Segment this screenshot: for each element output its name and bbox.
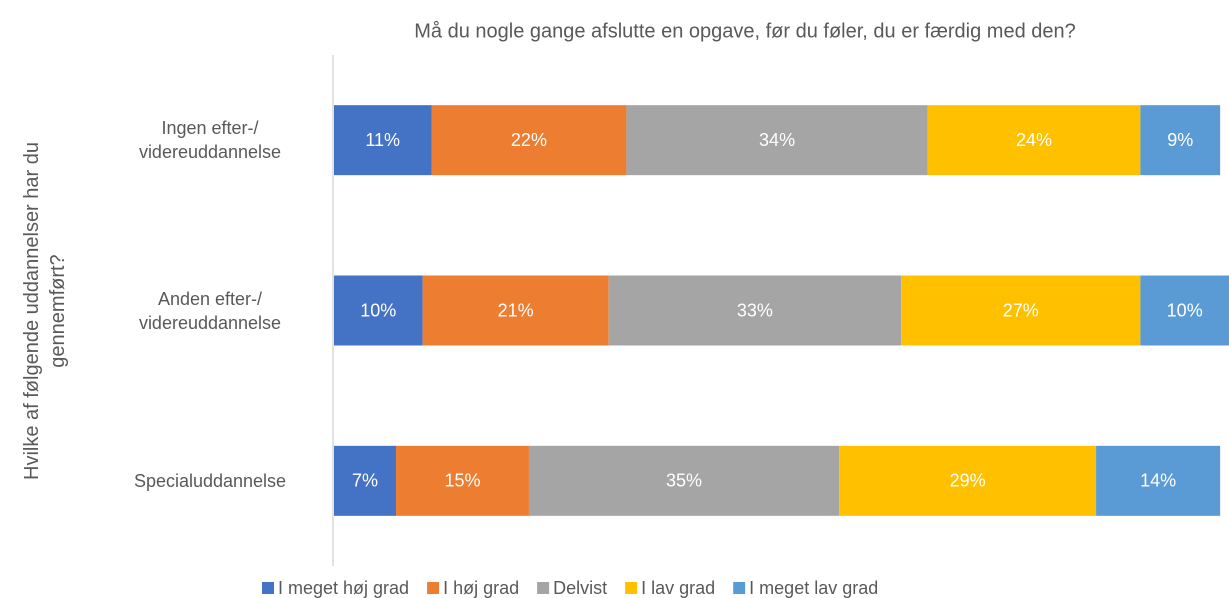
y-tick-label: Anden efter-/ videreuddannelse [138, 288, 282, 333]
legend-swatch [537, 582, 550, 594]
data-label: 27% [1003, 300, 1039, 320]
data-label: 22% [511, 130, 547, 150]
data-label: 24% [1016, 130, 1052, 150]
data-label: 11% [365, 130, 400, 150]
data-label: 33% [737, 300, 773, 320]
legend-label: I høj grad [443, 578, 519, 598]
data-label: 29% [950, 471, 986, 491]
legend-label: I lav grad [641, 578, 715, 598]
chart-title: Må du nogle gange afslutte en opgave, fø… [414, 20, 1076, 42]
bar-segment [927, 105, 1141, 176]
data-label: 7% [352, 471, 378, 491]
bar-segment [422, 275, 609, 346]
legend-swatch [625, 582, 638, 594]
data-label: 21% [498, 300, 534, 320]
bar-segment [901, 275, 1141, 346]
y-tick-label: Ingen efter-/ videreuddannelse [138, 118, 282, 163]
legend-label: I meget lav grad [749, 578, 878, 598]
data-label: 10% [1167, 300, 1203, 320]
bar-segment [626, 105, 928, 176]
bar-segment [1140, 275, 1229, 346]
legend-swatch [733, 582, 746, 594]
y-tick-label: Specialuddannelse [133, 470, 287, 491]
data-label: 35% [666, 471, 702, 491]
data-label: 34% [759, 130, 795, 150]
data-label: 9% [1167, 130, 1193, 150]
legend-label: I meget høj grad [278, 578, 409, 598]
legend-swatch [262, 582, 274, 594]
bar-segment [396, 445, 529, 516]
bar-segment [1096, 445, 1221, 516]
data-label: 10% [360, 300, 396, 320]
bar-segment [431, 105, 627, 176]
bar-segment [528, 445, 840, 516]
bar-segment [334, 275, 423, 346]
bar-segment [839, 445, 1097, 516]
data-label: 14% [1140, 471, 1176, 491]
bar-segment [608, 275, 902, 346]
bar-segment [1140, 105, 1221, 176]
bar-segment [334, 445, 397, 516]
y-axis-title: Hvilke af følgende uddannelser har du ge… [21, 142, 69, 480]
data-label: 15% [444, 471, 480, 491]
bar-segment [334, 105, 432, 176]
legend-label: Delvist [553, 578, 607, 598]
legend-swatch [427, 582, 440, 594]
